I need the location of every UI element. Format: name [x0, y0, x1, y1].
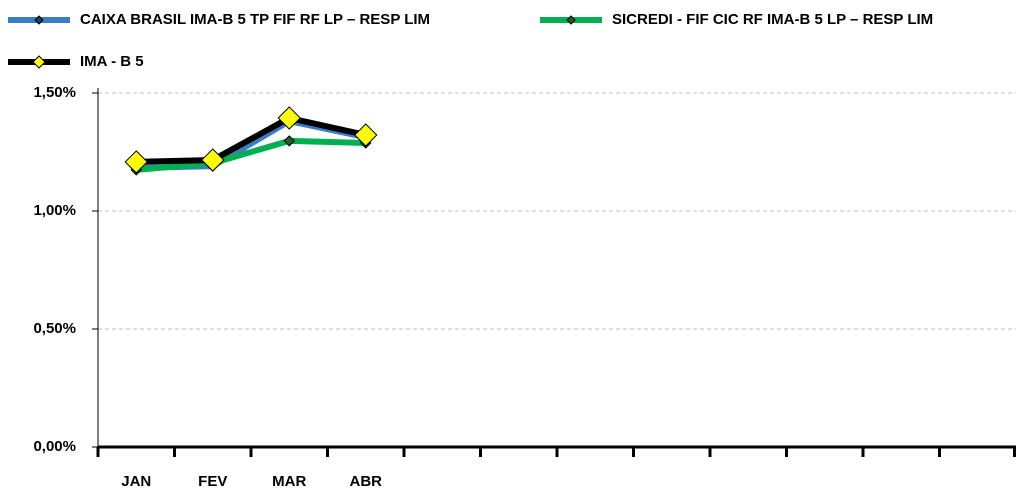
- x-tick-label: FEV: [198, 473, 227, 490]
- x-tick-label: JAN: [121, 473, 151, 490]
- legend-label: SICREDI - FIF CIC RF IMA-B 5 LP – RESP L…: [612, 11, 933, 28]
- data-point: [124, 150, 148, 174]
- legend-marker: [32, 55, 46, 69]
- x-tick-label: MAR: [272, 473, 306, 490]
- data-point: [277, 106, 301, 130]
- data-point: [283, 135, 295, 147]
- legend-marker: [34, 15, 44, 25]
- y-tick-label: 0,00%: [33, 438, 76, 455]
- x-tick-label: ABR: [350, 473, 383, 490]
- legend-label: CAIXA BRASIL IMA-B 5 TP FIF RF LP – RESP…: [80, 11, 430, 28]
- y-tick-label: 0,50%: [33, 320, 76, 337]
- series-line: [136, 115, 367, 165]
- y-tick-label: 1,50%: [33, 84, 76, 101]
- legend-marker: [566, 15, 576, 25]
- legend-label: IMA - B 5: [80, 53, 144, 70]
- series-line: [135, 137, 366, 173]
- y-tick-label: 1,00%: [33, 202, 76, 219]
- data-point: [354, 123, 378, 147]
- data-point: [201, 148, 225, 172]
